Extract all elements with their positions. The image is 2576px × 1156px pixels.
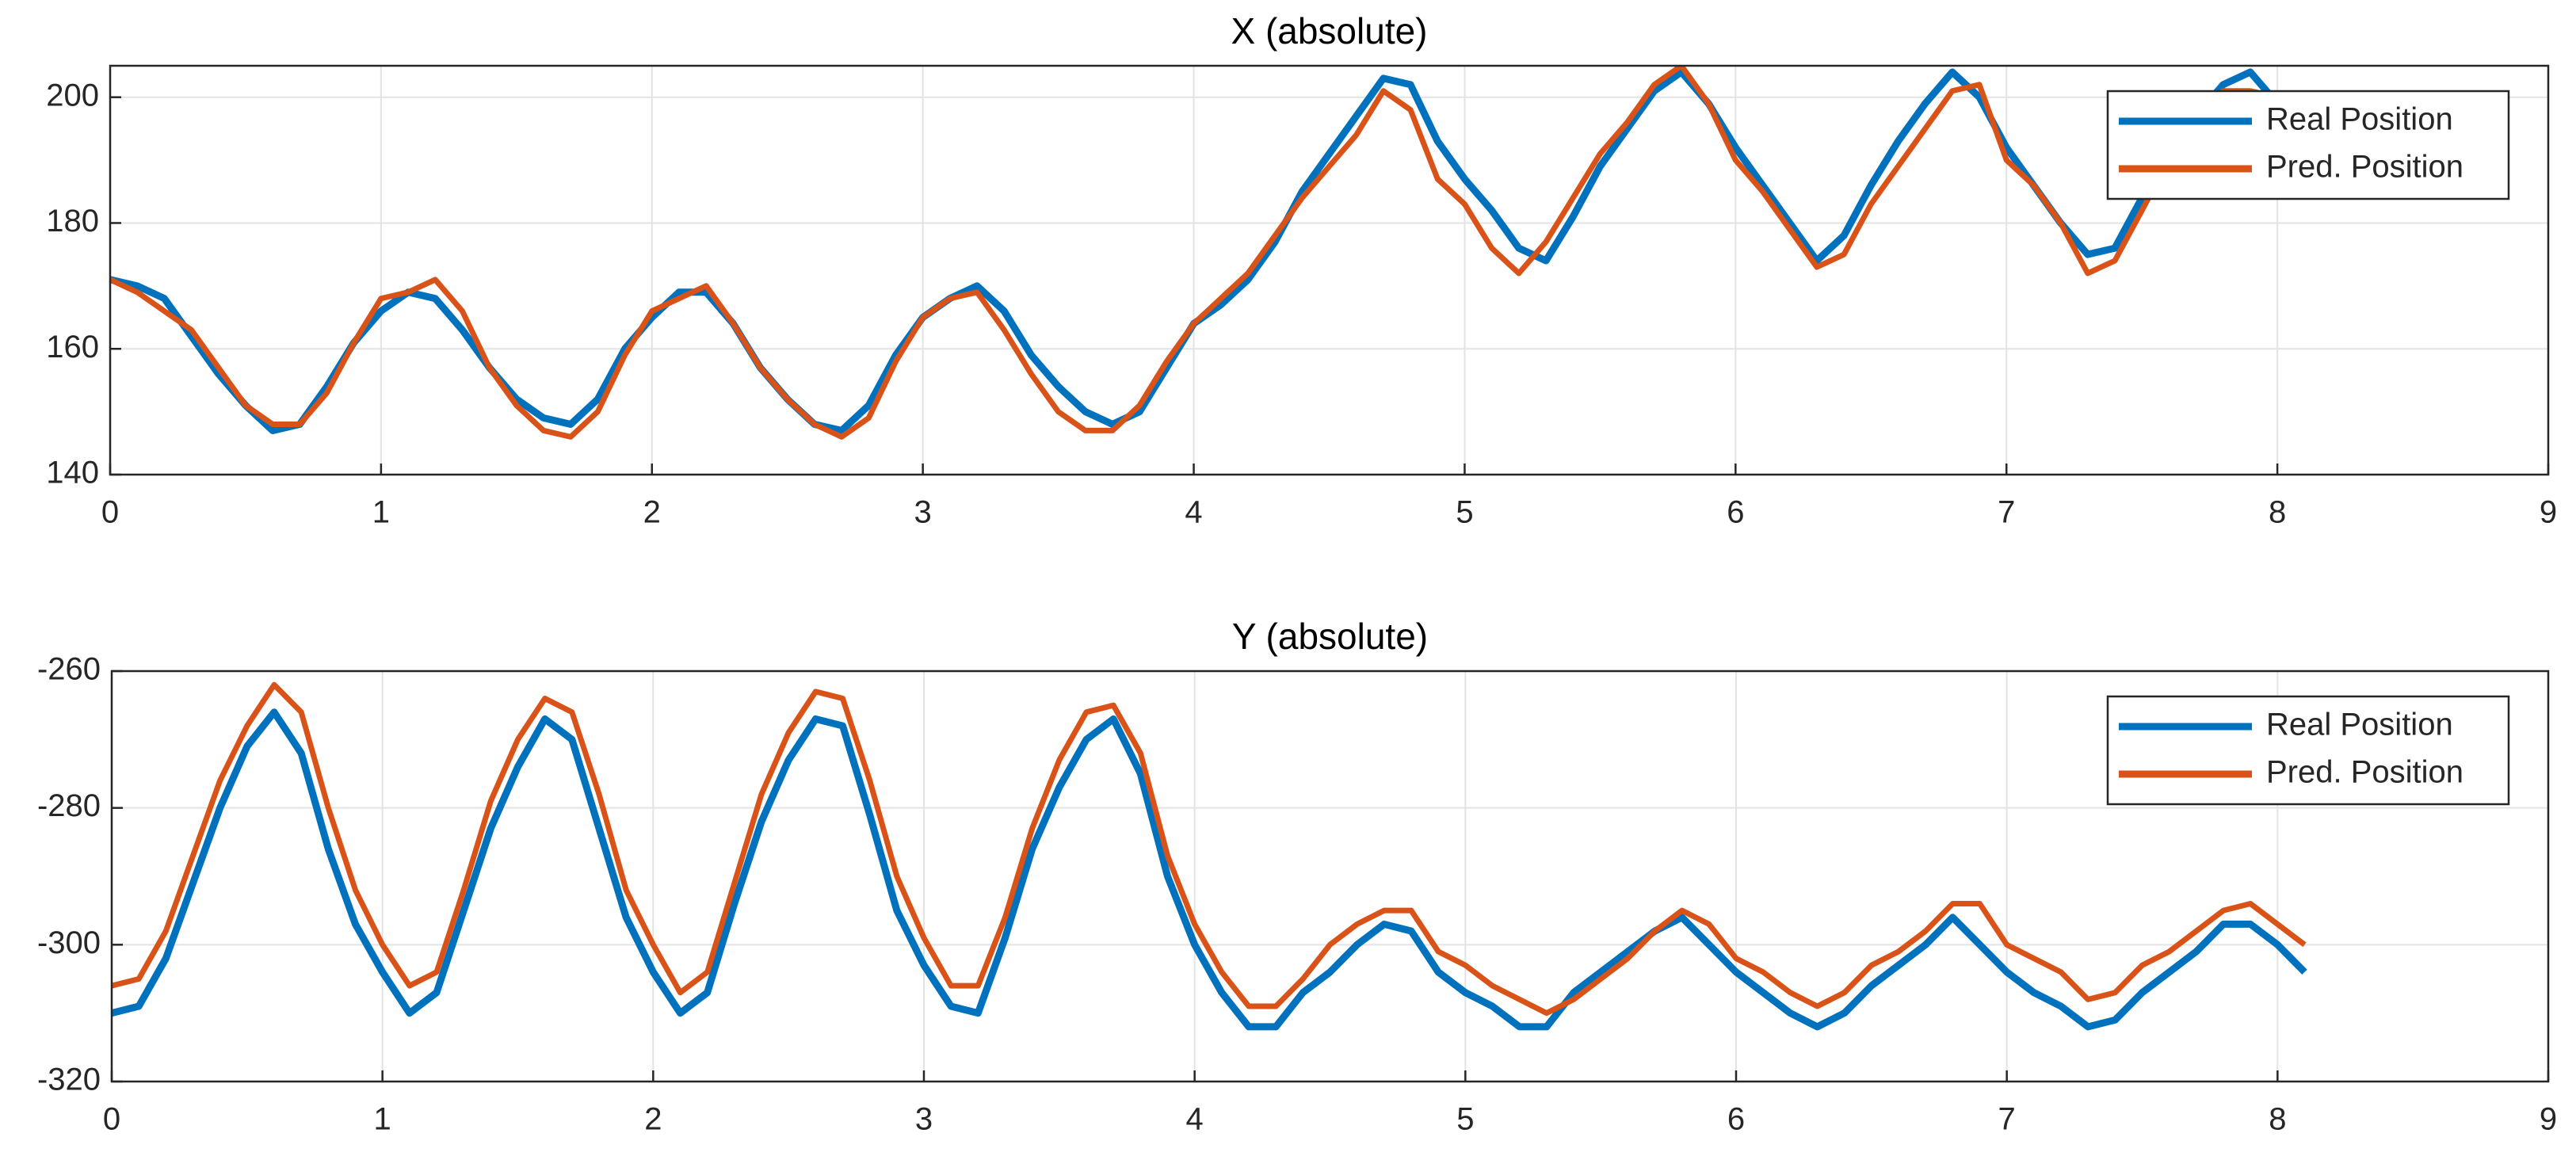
subplot: 0 1 2 3 4 5 6 7 8 9 140 160 180 200 X (absolute) Real P…: [46, 10, 2557, 529]
x-tick-label: 5: [1456, 495, 1473, 530]
axes-frame: [109, 64, 2550, 476]
x-tick-label: 1: [374, 1102, 391, 1137]
chart-title: Y (absolute): [1232, 616, 1428, 657]
axes-frame: [110, 670, 2550, 1083]
x-tick-label: 6: [1727, 1102, 1745, 1137]
y-tick-label: 160: [46, 330, 99, 364]
series-line: [110, 66, 2278, 440]
y-tick-label: -300: [37, 925, 101, 960]
x-tick-label: 4: [1185, 495, 1202, 530]
legend: Real Position Pred. Position: [2106, 90, 2510, 200]
y-tick-label: 200: [46, 78, 99, 113]
legend-box: [2106, 90, 2510, 200]
x-tick-label: 0: [101, 495, 119, 530]
legend-label: Pred. Position: [2266, 755, 2463, 790]
legend-box: [2106, 695, 2510, 806]
x-tick-label: 1: [372, 495, 390, 530]
x-tick-label: 9: [2540, 1102, 2557, 1137]
legend-label: Real Position: [2266, 708, 2453, 742]
y-tick-label: -320: [37, 1063, 101, 1097]
x-tick-label: 8: [2269, 495, 2286, 530]
y-tick-label: -260: [37, 652, 101, 687]
y-tick-label: 180: [46, 204, 99, 238]
x-tick-label: 5: [1456, 1102, 1474, 1137]
x-tick-label: 7: [1998, 495, 2015, 530]
legend-label: Pred. Position: [2266, 150, 2463, 185]
y-tick-label: 140: [46, 456, 99, 490]
series-line: [112, 681, 2307, 1017]
x-tick-label: 3: [914, 495, 932, 530]
x-tick-label: 6: [1727, 495, 1744, 530]
series-line: [112, 708, 2307, 1031]
y-tick-label: -280: [37, 788, 101, 823]
x-tick-label: 2: [643, 495, 661, 530]
x-tick-label: 0: [103, 1102, 120, 1137]
chart-title: X (absolute): [1231, 10, 1427, 52]
x-tick-label: 9: [2540, 495, 2557, 530]
legend-label: Real Position: [2266, 102, 2453, 137]
x-tick-label: 3: [915, 1102, 933, 1137]
x-tick-label: 7: [1998, 1102, 2016, 1137]
x-tick-label: 2: [644, 1102, 662, 1137]
subplot: 0 1 2 3 4 5 6 7 8 9 -320 -300 -280 -260 Y (absolute) Re…: [37, 616, 2557, 1136]
legend: Real Position Pred. Position: [2106, 695, 2510, 806]
x-tick-label: 8: [2269, 1102, 2286, 1137]
x-tick-label: 4: [1186, 1102, 1204, 1137]
